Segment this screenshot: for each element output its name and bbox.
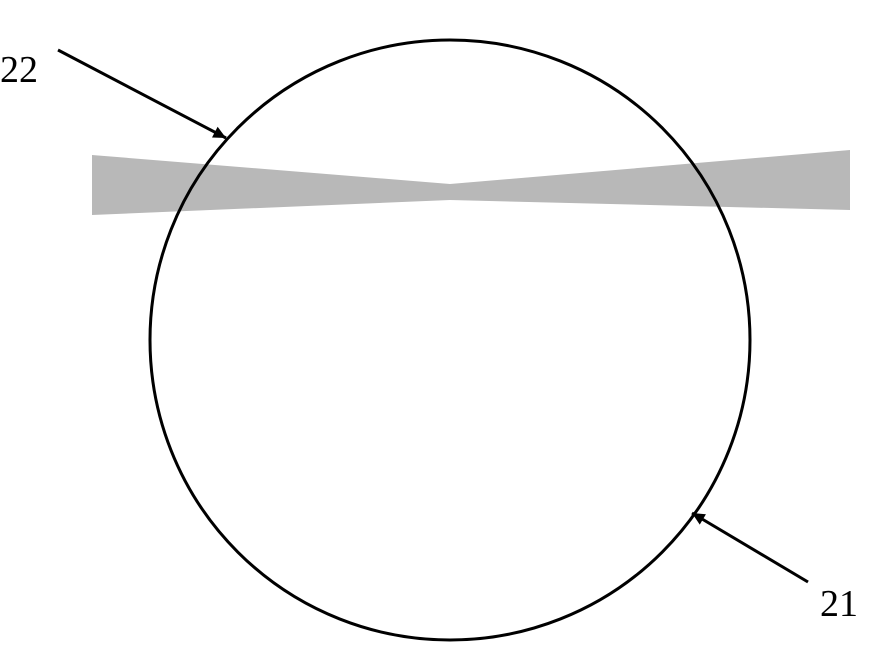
main-circle [150,40,750,640]
label-21-text: 21 [820,583,858,625]
diagram-svg [0,0,870,662]
callout-arrow-21 [692,513,808,582]
diagram-container: 22 21 [0,0,870,662]
label-22-text: 22 [0,49,38,91]
band-shape [92,150,850,215]
callout-label-22: 22 [0,48,38,92]
callout-arrow-22 [58,50,226,138]
callout-label-21: 21 [820,582,858,626]
